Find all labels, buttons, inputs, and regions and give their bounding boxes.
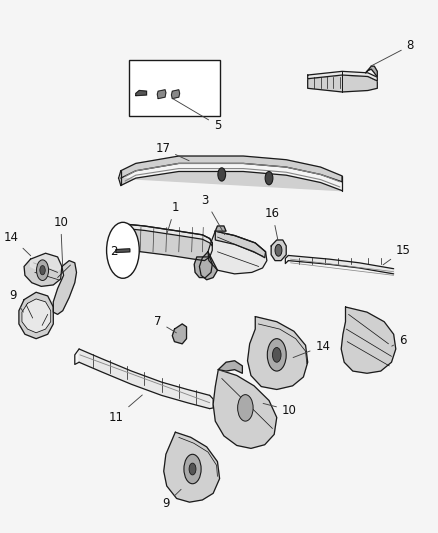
- Polygon shape: [157, 90, 166, 99]
- Polygon shape: [129, 224, 212, 261]
- Text: 15: 15: [383, 244, 411, 265]
- Text: 14: 14: [293, 340, 330, 358]
- Polygon shape: [22, 299, 51, 333]
- Polygon shape: [215, 231, 265, 257]
- Polygon shape: [19, 292, 53, 338]
- Polygon shape: [215, 226, 226, 231]
- Polygon shape: [121, 156, 342, 191]
- Text: 17: 17: [155, 142, 189, 161]
- Text: 9: 9: [162, 489, 181, 510]
- Circle shape: [265, 172, 273, 185]
- Polygon shape: [79, 349, 210, 409]
- Text: 8: 8: [370, 39, 414, 67]
- Text: 5: 5: [173, 99, 221, 132]
- Circle shape: [275, 245, 282, 256]
- Polygon shape: [307, 71, 377, 81]
- Polygon shape: [208, 231, 267, 274]
- Text: 3: 3: [201, 193, 225, 235]
- Circle shape: [267, 338, 286, 371]
- Circle shape: [238, 394, 253, 421]
- Circle shape: [40, 265, 45, 275]
- Text: 7: 7: [154, 315, 177, 333]
- FancyBboxPatch shape: [129, 60, 219, 116]
- Polygon shape: [199, 252, 217, 280]
- Text: 14: 14: [4, 231, 31, 256]
- Text: 9: 9: [9, 289, 23, 312]
- Polygon shape: [164, 432, 219, 502]
- Polygon shape: [307, 75, 377, 92]
- Circle shape: [36, 260, 49, 280]
- Text: 16: 16: [265, 207, 280, 240]
- Circle shape: [184, 454, 201, 484]
- Polygon shape: [171, 90, 180, 99]
- Polygon shape: [116, 249, 130, 253]
- Polygon shape: [213, 369, 277, 448]
- Circle shape: [189, 463, 196, 475]
- Circle shape: [272, 348, 281, 362]
- Polygon shape: [366, 66, 377, 77]
- Polygon shape: [341, 307, 396, 373]
- Text: 10: 10: [263, 403, 297, 417]
- Polygon shape: [129, 224, 212, 246]
- Polygon shape: [271, 240, 286, 261]
- Polygon shape: [31, 253, 62, 270]
- Polygon shape: [194, 257, 212, 278]
- Circle shape: [218, 168, 226, 181]
- Polygon shape: [136, 91, 147, 95]
- Text: 10: 10: [53, 216, 68, 265]
- Polygon shape: [247, 317, 307, 390]
- Polygon shape: [53, 261, 77, 314]
- Polygon shape: [24, 253, 62, 286]
- Text: 2: 2: [110, 245, 122, 259]
- Polygon shape: [115, 251, 134, 278]
- Text: 11: 11: [109, 395, 142, 424]
- Text: 1: 1: [167, 201, 179, 235]
- Polygon shape: [218, 361, 242, 373]
- Polygon shape: [172, 324, 187, 344]
- Polygon shape: [288, 255, 394, 274]
- Circle shape: [106, 222, 139, 278]
- Text: 6: 6: [392, 334, 406, 346]
